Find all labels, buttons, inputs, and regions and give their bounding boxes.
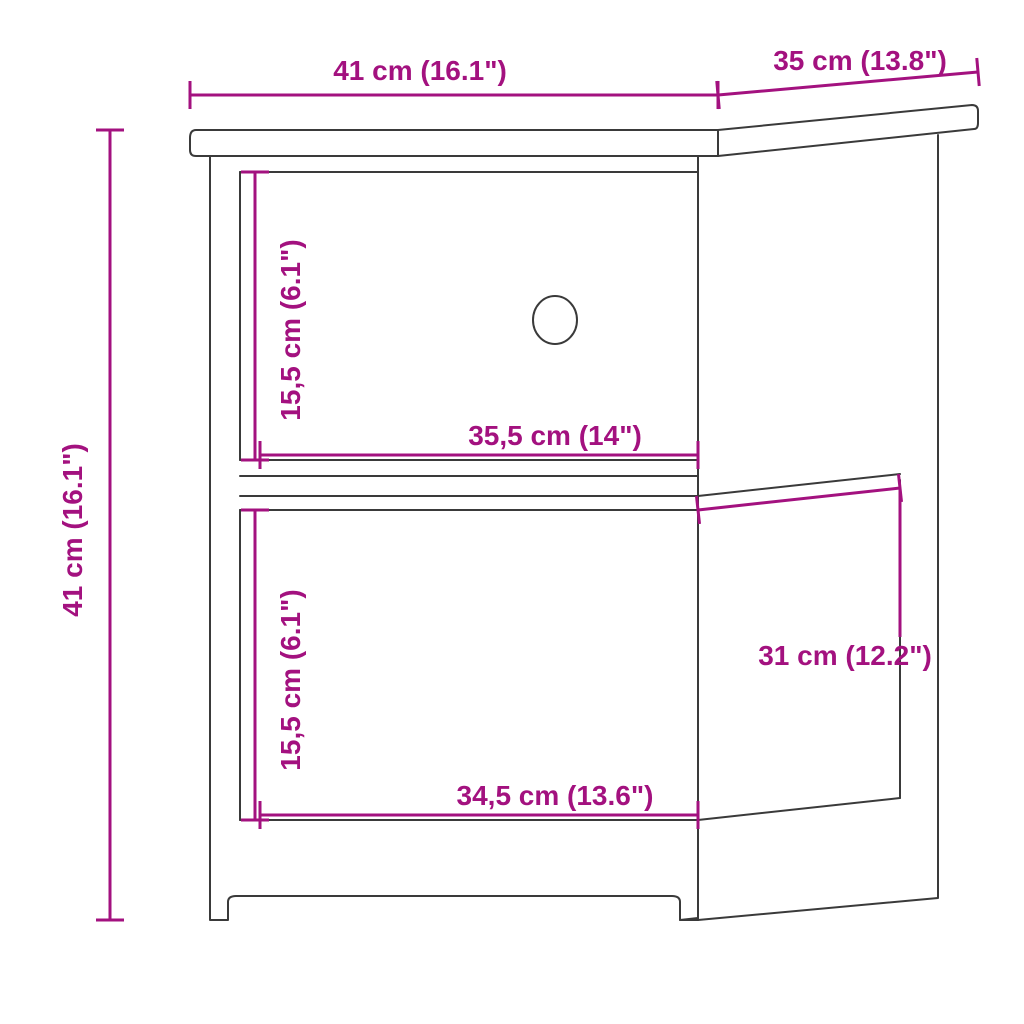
dim-drawer-height-label: 15,5 cm (6.1") [275, 239, 306, 420]
dim-height-left-label: 41 cm (16.1") [57, 443, 88, 617]
dim-shelf-height-label: 15,5 cm (6.1") [275, 589, 306, 770]
dimension-annotations: 41 cm (16.1") 35 cm (13.8") 41 cm (16.1") 1… [57, 45, 979, 920]
dim-shelf-depth-label: 31 cm (12.2") [758, 640, 932, 671]
dim-shelf-width: 34,5 cm (13.6") [260, 780, 698, 829]
dim-shelf-height: 15,5 cm (6.1") [241, 510, 306, 820]
dim-shelf-depth: 31 cm (12.2") [696, 474, 931, 671]
dim-depth-top: 35 cm (13.8") [717, 45, 979, 109]
dim-shelf-width-label: 34,5 cm (13.6") [457, 780, 654, 811]
dim-drawer-width: 35,5 cm (14") [260, 420, 698, 469]
dim-depth-top-label: 35 cm (13.8") [773, 45, 947, 76]
dim-width-top-label: 41 cm (16.1") [333, 55, 507, 86]
dim-width-top: 41 cm (16.1") [190, 55, 718, 109]
dim-height-left: 41 cm (16.1") [57, 130, 124, 920]
dim-drawer-height: 15,5 cm (6.1") [241, 172, 306, 460]
dim-drawer-width-label: 35,5 cm (14") [468, 420, 642, 451]
